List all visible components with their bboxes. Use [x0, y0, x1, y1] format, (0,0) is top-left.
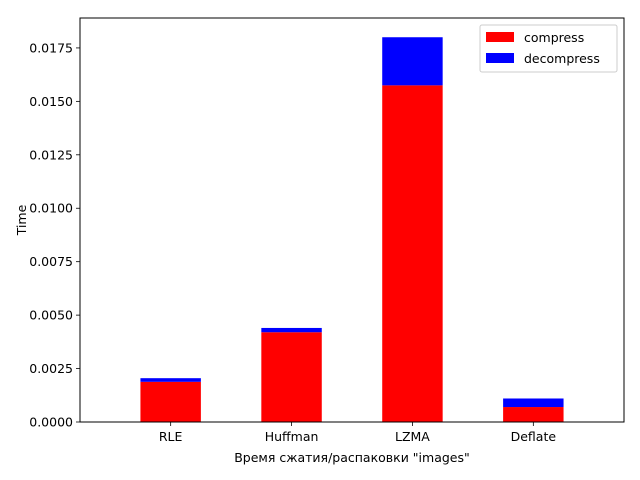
bar-decompress-rle: [140, 378, 201, 382]
bar-compress-lzma: [382, 85, 443, 422]
legend-swatch-decompress: [486, 53, 514, 63]
bar-decompress-lzma: [382, 37, 443, 86]
bar-decompress-deflate: [503, 398, 564, 408]
bar-compress-rle: [140, 381, 201, 422]
bar-compress-huffman: [261, 332, 322, 422]
x-axis-ticks: RLE Huffman LZMA Deflate: [159, 422, 556, 444]
y-tick-label: 0.0000: [29, 415, 73, 430]
x-axis-title: Время сжатия/распаковки "images": [234, 450, 470, 465]
bar-compress-deflate: [503, 407, 564, 422]
x-tick-label: RLE: [159, 429, 183, 444]
plot-area-frame: [79, 17, 625, 423]
x-tick-label: Deflate: [511, 429, 557, 444]
y-tick-label: 0.0075: [29, 254, 73, 269]
y-axis-ticks: 0.0000 0.0025 0.0050 0.0075 0.0100 0.0125 0.01…: [29, 40, 80, 430]
bars-group: [140, 37, 564, 422]
bar-decompress-huffman: [261, 327, 322, 333]
legend-label-decompress: decompress: [524, 51, 600, 66]
legend: compress decompress: [479, 24, 618, 73]
legend-label-compress: compress: [524, 30, 584, 45]
legend-swatch-compress: [486, 32, 514, 42]
y-tick-label: 0.0150: [29, 94, 73, 109]
legend-frame: [479, 24, 618, 73]
y-axis-title: Time: [14, 204, 29, 236]
x-tick-label: Huffman: [265, 429, 319, 444]
y-tick-label: 0.0050: [29, 308, 73, 323]
y-tick-label: 0.0100: [29, 201, 73, 216]
y-tick-label: 0.0025: [29, 361, 73, 376]
y-tick-label: 0.0125: [29, 147, 73, 162]
x-tick-label: LZMA: [395, 429, 430, 444]
y-tick-label: 0.0175: [29, 40, 73, 55]
